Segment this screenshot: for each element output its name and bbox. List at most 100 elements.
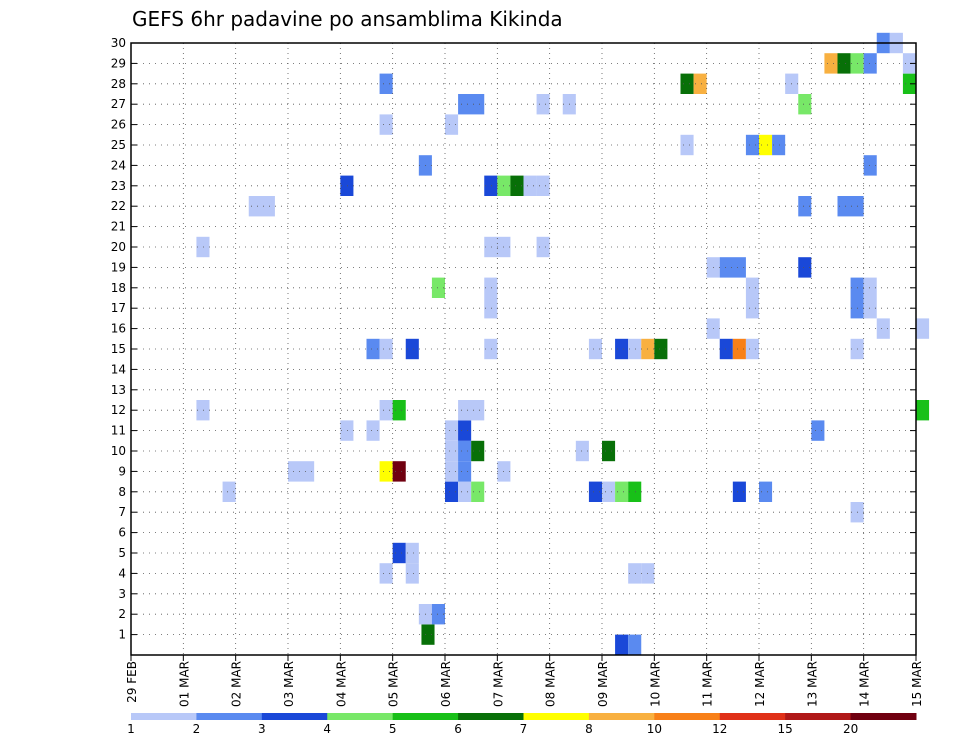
heatmap-cell: [745, 277, 759, 298]
heatmap-cell: [588, 481, 602, 502]
x-tick-label: 08 MAR: [544, 661, 558, 707]
heatmap-cell: [536, 175, 550, 196]
y-tick-label: 5: [118, 546, 126, 560]
y-tick-label: 8: [118, 485, 126, 499]
heatmap-cell: [445, 481, 459, 502]
y-tick-label: 11: [111, 424, 126, 438]
colorbar-segment: [523, 713, 590, 720]
heatmap-cell: [602, 440, 616, 462]
y-tick-label: 23: [111, 179, 126, 193]
heatmap-cell: [484, 298, 498, 319]
heatmap-cell: [379, 114, 393, 135]
colorbar-label: 2: [193, 722, 201, 736]
heatmap-cell: [379, 461, 393, 482]
colorbar-label: 15: [778, 722, 793, 736]
y-tick-label: 19: [111, 260, 126, 274]
heatmap-cell: [445, 440, 459, 462]
x-tick-label: 14 MAR: [858, 661, 872, 707]
heatmap-cell: [863, 277, 877, 298]
colorbar-segment: [785, 713, 852, 720]
heatmap-cell: [421, 624, 435, 645]
heatmap-cell: [693, 73, 707, 94]
heatmap-cell: [759, 134, 773, 156]
heatmap-cell: [484, 338, 498, 360]
heatmap-cell: [811, 420, 825, 441]
heatmap-cell: [471, 440, 485, 462]
heatmap-cell: [431, 277, 445, 298]
heatmap-cell: [680, 73, 694, 94]
colorbar-label: 7: [520, 722, 528, 736]
heatmap-cell: [484, 277, 498, 298]
colorbar-segment: [850, 713, 917, 720]
x-tick-label: 01 MAR: [177, 661, 191, 707]
y-tick-label: 14: [111, 362, 126, 376]
y-tick-label: 7: [118, 505, 126, 519]
colorbar-label: 20: [843, 722, 858, 736]
heatmap-cell: [863, 298, 877, 319]
heatmap-cell: [628, 563, 642, 584]
heatmap-cell: [902, 73, 916, 94]
heatmap-cell: [798, 94, 812, 115]
heatmap-cell: [366, 420, 380, 441]
x-tick-label: 09 MAR: [596, 661, 610, 707]
x-tick-label: 13 MAR: [805, 661, 819, 707]
heatmap-cell: [248, 196, 275, 217]
heatmap-cell: [824, 53, 838, 74]
chart-title: GEFS 6hr padavine po ansamblima Kikinda: [132, 7, 563, 31]
x-tick-label: 03 MAR: [282, 661, 296, 707]
x-tick-label: 15 MAR: [910, 661, 924, 707]
heatmap-cell: [392, 461, 406, 482]
y-tick-label: 25: [111, 138, 126, 152]
colorbar: 1 2 3 4 5 6 7 8 10 12 15 20: [127, 713, 917, 736]
heatmap-cell: [484, 175, 498, 196]
heatmap-cell: [510, 175, 524, 196]
heatmap-cell: [615, 481, 629, 502]
colorbar-label: 10: [647, 722, 662, 736]
heatmap-cell: [458, 481, 472, 502]
y-tick-label: 1: [118, 628, 126, 642]
colorbar-label: 8: [585, 722, 593, 736]
y-tick-label: 28: [111, 77, 126, 91]
heatmap-cell: [222, 481, 236, 502]
colorbar-segment: [458, 713, 524, 720]
y-tick-label: 15: [111, 342, 126, 356]
x-tick-label: 10 MAR: [648, 661, 662, 707]
heatmap-cell: [523, 175, 537, 196]
heatmap-cell: [719, 257, 746, 278]
heatmap-cell: [458, 400, 485, 421]
heatmap-cell: [745, 298, 759, 319]
heatmap-cell: [379, 338, 393, 360]
heatmap-cell: [732, 481, 746, 502]
colorbar-label: 5: [389, 722, 397, 736]
colorbar-segment: [131, 713, 197, 720]
y-tick-label: 9: [118, 464, 126, 478]
heatmap-cell: [628, 481, 642, 502]
heatmap-cell: [798, 257, 812, 278]
heatmap-cell: [392, 542, 406, 564]
colorbar-segment: [588, 713, 655, 720]
heatmap-cell: [719, 338, 733, 360]
y-tick-label: 4: [118, 566, 126, 580]
y-tick-label: 21: [111, 220, 126, 234]
heatmap-cell: [602, 481, 616, 502]
colorbar-label: 6: [454, 722, 462, 736]
heatmap-cell: [628, 634, 642, 655]
heatmap-cell: [445, 420, 459, 441]
heatmap-cell: [288, 461, 315, 482]
heatmap-cell: [405, 338, 419, 360]
colorbar-segment: [654, 713, 721, 720]
heatmap-cell: [916, 318, 930, 339]
heatmap-cell: [837, 53, 851, 74]
y-tick-label: 3: [118, 587, 126, 601]
heatmap-cell: [575, 440, 589, 462]
heatmap-cell: [628, 338, 642, 360]
y-tick-label: 20: [111, 240, 126, 254]
plot-frame: [130, 42, 917, 656]
grid-layer: [131, 42, 916, 655]
y-tick-label: 16: [111, 322, 126, 336]
x-axis: 29 FEB 01 MAR 02 MAR 03 MAR 04 MAR 05 MAR 06 M…: [125, 655, 924, 707]
colorbar-segment: [392, 713, 459, 720]
colorbar-label: 3: [258, 722, 266, 736]
heatmap-cell: [458, 440, 472, 462]
heatmap-cell: [536, 94, 550, 115]
